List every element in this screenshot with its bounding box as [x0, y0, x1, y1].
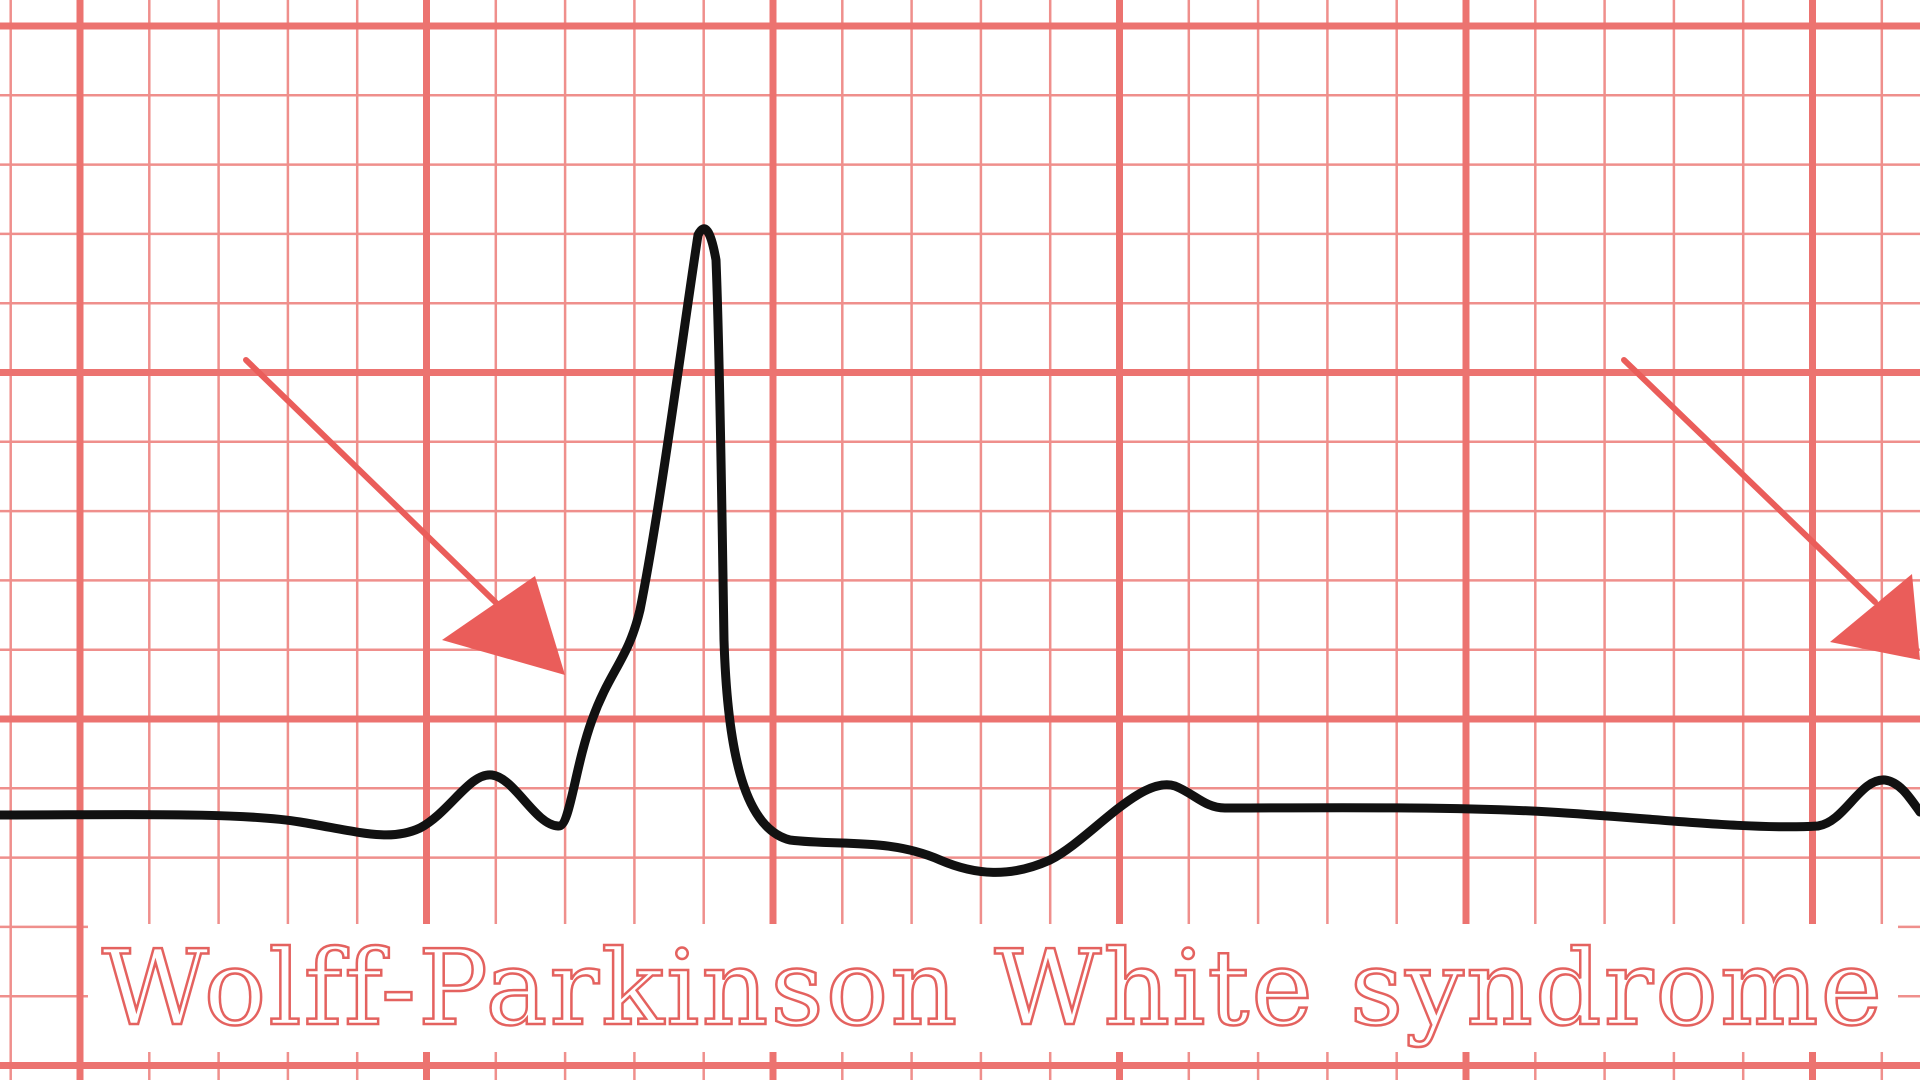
arrow-shaft: [1621, 357, 1878, 605]
arrow-head: [1830, 574, 1920, 660]
arrow-head: [442, 576, 565, 675]
diagram-caption: Wolff-Parkinson White syndrome: [101, 927, 1885, 1049]
arrow-shaft: [243, 357, 525, 631]
next-delta-wave-arrow: [1621, 357, 1920, 660]
caption-background: [88, 924, 1898, 1052]
ecg-trace: [0, 224, 1920, 877]
delta-wave-arrow: [243, 357, 565, 675]
